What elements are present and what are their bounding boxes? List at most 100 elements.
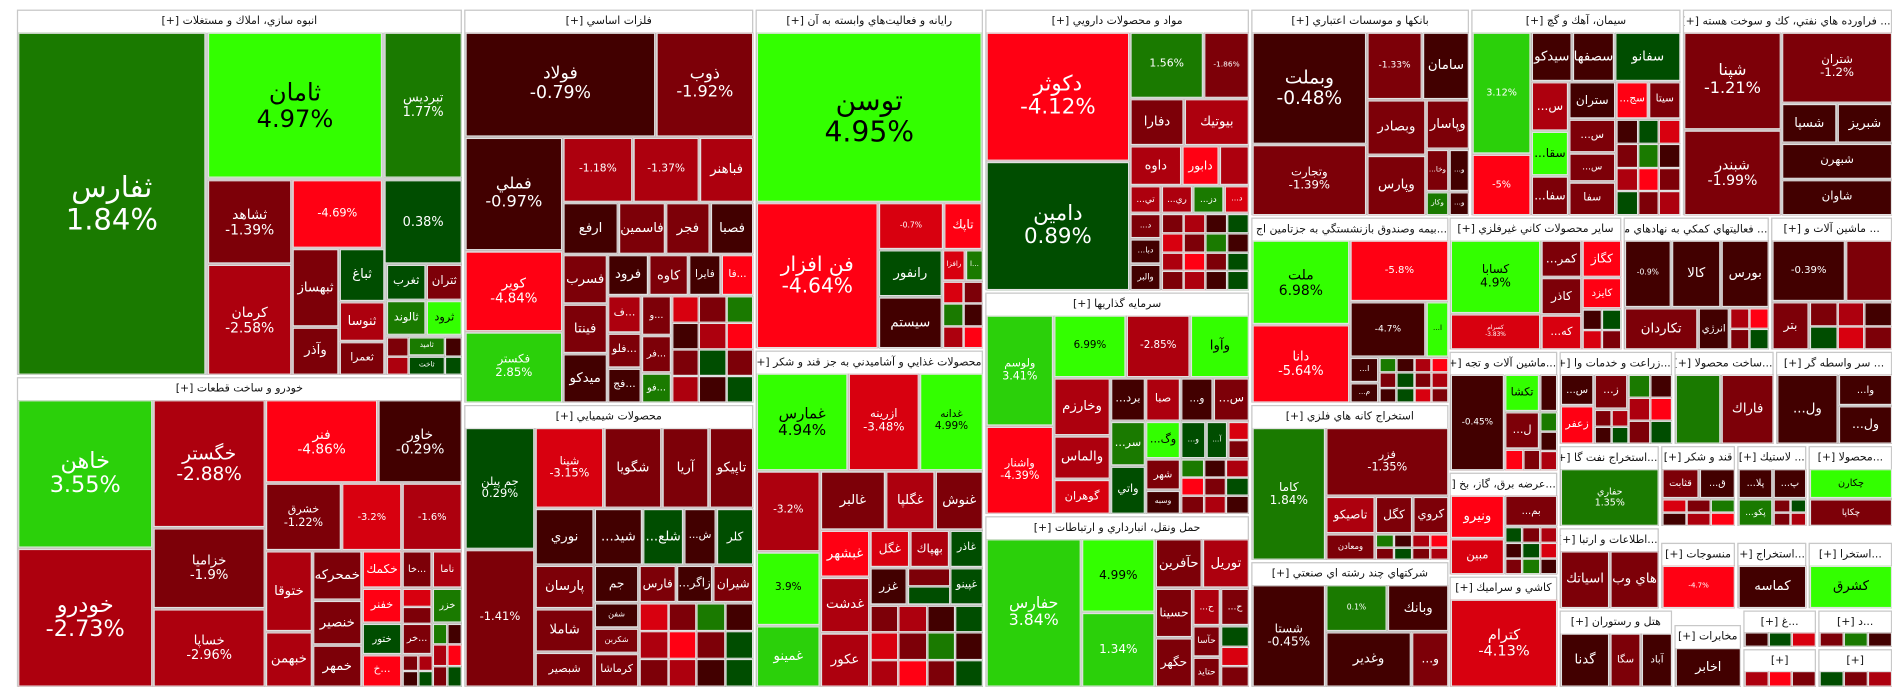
sector-title-expand-button[interactable]: ...اطلاعات و ارتبا [+] <box>1560 529 1658 552</box>
stock-tile[interactable]: دفارا <box>1130 99 1184 146</box>
stock-tile[interactable]: خشرق -1.22% <box>265 483 341 551</box>
stock-tile-small[interactable] <box>1710 512 1735 526</box>
stock-tile[interactable]: -1.37% <box>633 137 699 202</box>
stock-tile[interactable]: رافزا <box>943 250 965 281</box>
stock-tile[interactable]: ثاخت <box>408 356 445 375</box>
stock-tile[interactable]: -4.7% <box>1662 565 1735 609</box>
stock-tile-small[interactable] <box>1616 143 1638 168</box>
stock-tile[interactable]: شستا -0.45% <box>1252 585 1326 687</box>
stock-tile[interactable]: كاوه <box>649 255 688 295</box>
stock-tile-small[interactable] <box>447 623 462 645</box>
sector-title-expand-button[interactable]: فلزات اساسي [+] <box>465 10 752 33</box>
stock-tile-small[interactable] <box>1843 632 1868 647</box>
stock-tile[interactable]: دامين 0.89% <box>986 162 1130 291</box>
stock-tile[interactable]: فكستر 2.85% <box>465 332 563 403</box>
stock-tile[interactable]: وبصادر <box>1367 100 1426 155</box>
stock-tile[interactable]: شبصير <box>535 652 594 687</box>
sector-title-expand-button[interactable]: مخابرات [+] <box>1675 626 1740 649</box>
stock-tile[interactable]: ...آ <box>1206 421 1228 459</box>
stock-tile-small[interactable] <box>672 322 700 350</box>
stock-tile[interactable]: -4.7% <box>1350 302 1426 357</box>
stock-tile[interactable]: تكشا <box>1505 374 1540 412</box>
sector-title-expand-button[interactable]: ...بيمه وصندوق بازنشستگي به جزتامين اج [… <box>1252 218 1448 241</box>
stock-tile[interactable]: ...د <box>1130 213 1161 239</box>
stock-tile[interactable]: شپنا -1.21% <box>1684 32 1781 130</box>
stock-tile-small[interactable] <box>1789 499 1807 513</box>
stock-tile[interactable]: حگهر <box>1155 638 1193 687</box>
sector-title-expand-button[interactable]: انبوه سازي، املاك و مستغلات [+] <box>18 10 461 33</box>
stock-tile-small[interactable] <box>1396 387 1414 403</box>
stock-tile[interactable]: وخارزم <box>1054 378 1110 436</box>
stock-tile-small[interactable] <box>402 655 418 671</box>
stock-tile-small[interactable] <box>1792 670 1816 687</box>
stock-tile[interactable]: خگستر -2.88% <box>153 400 265 528</box>
stock-tile[interactable]: بيوتيك <box>1184 99 1249 146</box>
stock-tile-small[interactable] <box>726 322 754 350</box>
stock-tile-small[interactable] <box>1773 512 1790 526</box>
stock-tile[interactable]: ستران <box>1569 82 1616 119</box>
stock-tile[interactable]: شبندر -1.99% <box>1684 130 1781 216</box>
sector-title-expand-button[interactable]: ...غ [+] <box>1744 611 1815 634</box>
stock-tile[interactable]: داوه <box>1130 146 1182 185</box>
stock-tile-small[interactable] <box>1522 527 1540 543</box>
stock-tile-small[interactable] <box>1539 542 1558 559</box>
stock-tile[interactable]: كوير -4.84% <box>465 251 563 332</box>
stock-tile-small[interactable] <box>699 322 727 350</box>
stock-tile-small[interactable] <box>1686 499 1711 513</box>
sector-title-expand-button[interactable]: [+] <box>1819 650 1891 673</box>
stock-tile[interactable]: 3.12% <box>1472 32 1531 154</box>
stock-tile[interactable]: توريل <box>1202 539 1249 588</box>
sector-title-expand-button[interactable]: مواد و محصولات دارويي [+] <box>986 10 1248 33</box>
stock-tile[interactable]: ذوب -1.92% <box>656 32 754 137</box>
stock-tile-small[interactable] <box>1183 271 1206 291</box>
stock-tile[interactable]: 1.56% <box>1130 32 1203 98</box>
stock-tile-small[interactable] <box>1228 440 1249 459</box>
stock-tile-small[interactable] <box>1379 357 1397 373</box>
sector-title-expand-button[interactable]: ... فعاليتهاي كمكي به نهادهاي مالي [+] <box>1624 218 1768 241</box>
stock-tile-small[interactable] <box>1686 512 1711 526</box>
stock-tile[interactable]: ثشاهد -1.39% <box>207 180 292 264</box>
stock-tile[interactable]: ...ح <box>1193 588 1220 626</box>
sector-title-expand-button[interactable]: ...زراعت و خدمات وا [+] <box>1560 353 1671 375</box>
sector-title-expand-button[interactable]: هتل و رستوران [+] <box>1560 611 1671 634</box>
stock-tile-small[interactable] <box>1205 252 1228 272</box>
stock-tile[interactable]: ...ري <box>1161 186 1193 213</box>
stock-tile-small[interactable] <box>1659 191 1681 216</box>
stock-tile[interactable]: فارس <box>639 565 676 603</box>
stock-tile-small[interactable] <box>1375 547 1394 560</box>
stock-tile[interactable]: وآذر <box>292 327 339 375</box>
stock-tile[interactable]: ميدكو <box>563 354 607 403</box>
stock-tile[interactable]: وكار <box>1426 192 1449 216</box>
stock-tile-small[interactable] <box>1396 357 1414 373</box>
stock-tile-small[interactable] <box>699 375 727 403</box>
stock-tile-small[interactable] <box>1522 449 1541 471</box>
stock-tile[interactable]: ثبهساز <box>292 249 339 327</box>
stock-tile[interactable]: خزاميا -1.9% <box>153 528 265 609</box>
stock-tile[interactable]: فولاد -0.79% <box>465 32 656 137</box>
stock-tile[interactable]: فينتا <box>563 304 607 354</box>
stock-tile-small[interactable] <box>1662 512 1687 526</box>
stock-tile-small[interactable] <box>1396 372 1414 388</box>
stock-tile-small[interactable] <box>447 644 462 666</box>
stock-tile-small[interactable] <box>402 606 432 624</box>
stock-tile[interactable]: -3.2% <box>342 483 402 551</box>
stock-tile[interactable]: ...سقا <box>1531 131 1569 176</box>
sector-title-expand-button[interactable]: ... ماشين آلات و [+] <box>1772 218 1891 241</box>
stock-tile-small[interactable] <box>907 568 951 587</box>
stock-tile[interactable]: -0.9% <box>1624 240 1671 308</box>
sector-title-expand-button[interactable]: سرمايه گذاريها [+] <box>986 293 1248 316</box>
stock-tile-small[interactable] <box>1540 450 1558 471</box>
stock-tile-small[interactable] <box>1430 534 1449 548</box>
stock-tile[interactable]: مبين <box>1450 539 1504 575</box>
stock-tile[interactable]: صبا <box>1146 378 1180 421</box>
stock-tile[interactable]: كاما 1.84% <box>1252 427 1326 560</box>
stock-tile[interactable]: غگلپا <box>886 471 935 530</box>
stock-tile-small[interactable] <box>1221 646 1249 667</box>
stock-tile[interactable]: ...ح <box>1221 588 1249 626</box>
stock-tile[interactable]: خفنر <box>362 588 402 623</box>
stock-tile[interactable]: شاوان <box>1782 180 1892 216</box>
stock-tile[interactable]: شاملا <box>535 609 594 652</box>
stock-tile-small[interactable] <box>1650 420 1673 444</box>
stock-tile-small[interactable] <box>1522 542 1540 559</box>
stock-tile-small[interactable] <box>1221 666 1249 687</box>
